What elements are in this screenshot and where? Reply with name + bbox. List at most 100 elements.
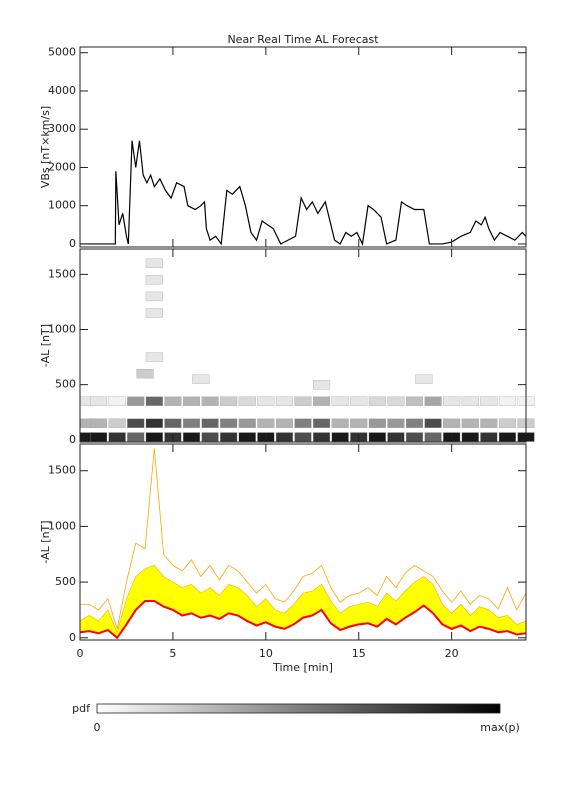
heat-cell xyxy=(145,352,163,362)
heat-cell xyxy=(350,396,368,406)
colorbar-label: pdf xyxy=(72,702,91,715)
y-axis-label: -AL [nT] xyxy=(39,520,52,563)
heat-cell xyxy=(145,258,163,268)
y-tick-label: 1000 xyxy=(48,323,76,336)
heat-cell xyxy=(145,275,163,285)
heat-cell xyxy=(275,418,293,428)
x-tick-label: 15 xyxy=(352,647,366,660)
panel xyxy=(79,448,527,640)
heat-cell xyxy=(136,368,154,379)
frame xyxy=(79,46,527,248)
heat-cell xyxy=(145,432,163,442)
y-tick-label: 0 xyxy=(69,237,76,250)
heat-cell xyxy=(405,432,424,442)
heat-cell xyxy=(145,396,163,406)
heat-cell xyxy=(368,418,386,428)
heat-cell xyxy=(238,418,256,428)
colorbar-min: 0 xyxy=(94,721,101,734)
heat-cell xyxy=(387,418,405,428)
heat-cell xyxy=(313,380,331,390)
series-line xyxy=(79,600,527,640)
heat-cell xyxy=(498,418,516,428)
heat-cell xyxy=(405,418,424,428)
y-tick-label: 3000 xyxy=(48,122,76,135)
x-axis-label: Time [min] xyxy=(272,661,333,674)
heat-cell xyxy=(415,374,433,384)
heat-cell xyxy=(127,396,145,406)
heat-cell xyxy=(480,418,498,428)
heat-cell xyxy=(201,418,219,428)
heat-cell xyxy=(294,432,312,442)
x-tick-label: 0 xyxy=(77,647,84,660)
chart-title: Near Real Time AL Forecast xyxy=(227,33,379,46)
heat-cell xyxy=(145,418,163,428)
heat-cell xyxy=(220,418,238,428)
frame xyxy=(79,248,527,443)
heat-cell xyxy=(405,396,424,406)
heat-cell xyxy=(257,418,275,428)
heat-cell xyxy=(108,418,126,428)
heat-cell xyxy=(368,396,386,406)
heat-cell xyxy=(424,432,442,442)
heat-cell xyxy=(90,432,108,442)
heat-cell xyxy=(201,432,219,442)
frame xyxy=(79,443,527,641)
heat-cell xyxy=(192,374,210,384)
y-tick-label: 0 xyxy=(69,433,76,446)
heat-cell xyxy=(108,396,126,406)
y-tick-label: 500 xyxy=(55,378,76,391)
y-tick-label: 4000 xyxy=(48,84,76,97)
heat-cell xyxy=(294,396,312,406)
heat-cell xyxy=(182,432,201,442)
x-tick-label: 20 xyxy=(445,647,459,660)
heat-cell xyxy=(127,418,145,428)
heat-cell xyxy=(182,396,201,406)
heat-cell xyxy=(331,418,349,428)
heat-cell xyxy=(145,308,163,318)
series-line xyxy=(80,140,527,246)
heat-cell xyxy=(90,418,108,428)
heat-cell xyxy=(331,396,349,406)
heat-cell xyxy=(498,432,516,442)
colorbar xyxy=(96,703,501,714)
heat-cell xyxy=(387,432,405,442)
heat-cell xyxy=(275,432,293,442)
y-tick-label: 2000 xyxy=(48,160,76,173)
heat-cell xyxy=(238,396,256,406)
heat-cell xyxy=(424,418,442,428)
heat-cell xyxy=(127,432,145,442)
heat-cell xyxy=(201,396,219,406)
heat-cell xyxy=(368,432,386,442)
heat-cell xyxy=(90,396,108,406)
heat-cell xyxy=(294,418,312,428)
heat-cell xyxy=(238,432,256,442)
heat-cell xyxy=(164,418,182,428)
heat-cell xyxy=(387,396,405,406)
y-tick-label: 1500 xyxy=(48,267,76,280)
heat-cell xyxy=(313,418,331,428)
heat-cell xyxy=(220,432,238,442)
heat-cell xyxy=(257,396,275,406)
panel xyxy=(79,258,535,442)
heat-cell xyxy=(145,291,163,302)
heat-cell xyxy=(480,396,498,406)
y-tick-label: 5000 xyxy=(48,46,76,59)
colorbar-max: max(p) xyxy=(480,721,520,734)
y-tick-label: 1500 xyxy=(48,464,76,477)
y-tick-label: 500 xyxy=(55,575,76,588)
heat-cell xyxy=(313,432,331,442)
heat-cell xyxy=(350,418,368,428)
heat-cell xyxy=(461,432,479,442)
heat-cell xyxy=(461,418,479,428)
heat-cell xyxy=(331,432,349,442)
heat-cell xyxy=(164,396,182,406)
heat-cell xyxy=(108,432,126,442)
heat-cell xyxy=(461,396,479,406)
heat-cell xyxy=(313,396,331,406)
x-tick-label: 10 xyxy=(259,647,273,660)
heat-cell xyxy=(443,418,461,428)
heat-cell xyxy=(443,396,461,406)
